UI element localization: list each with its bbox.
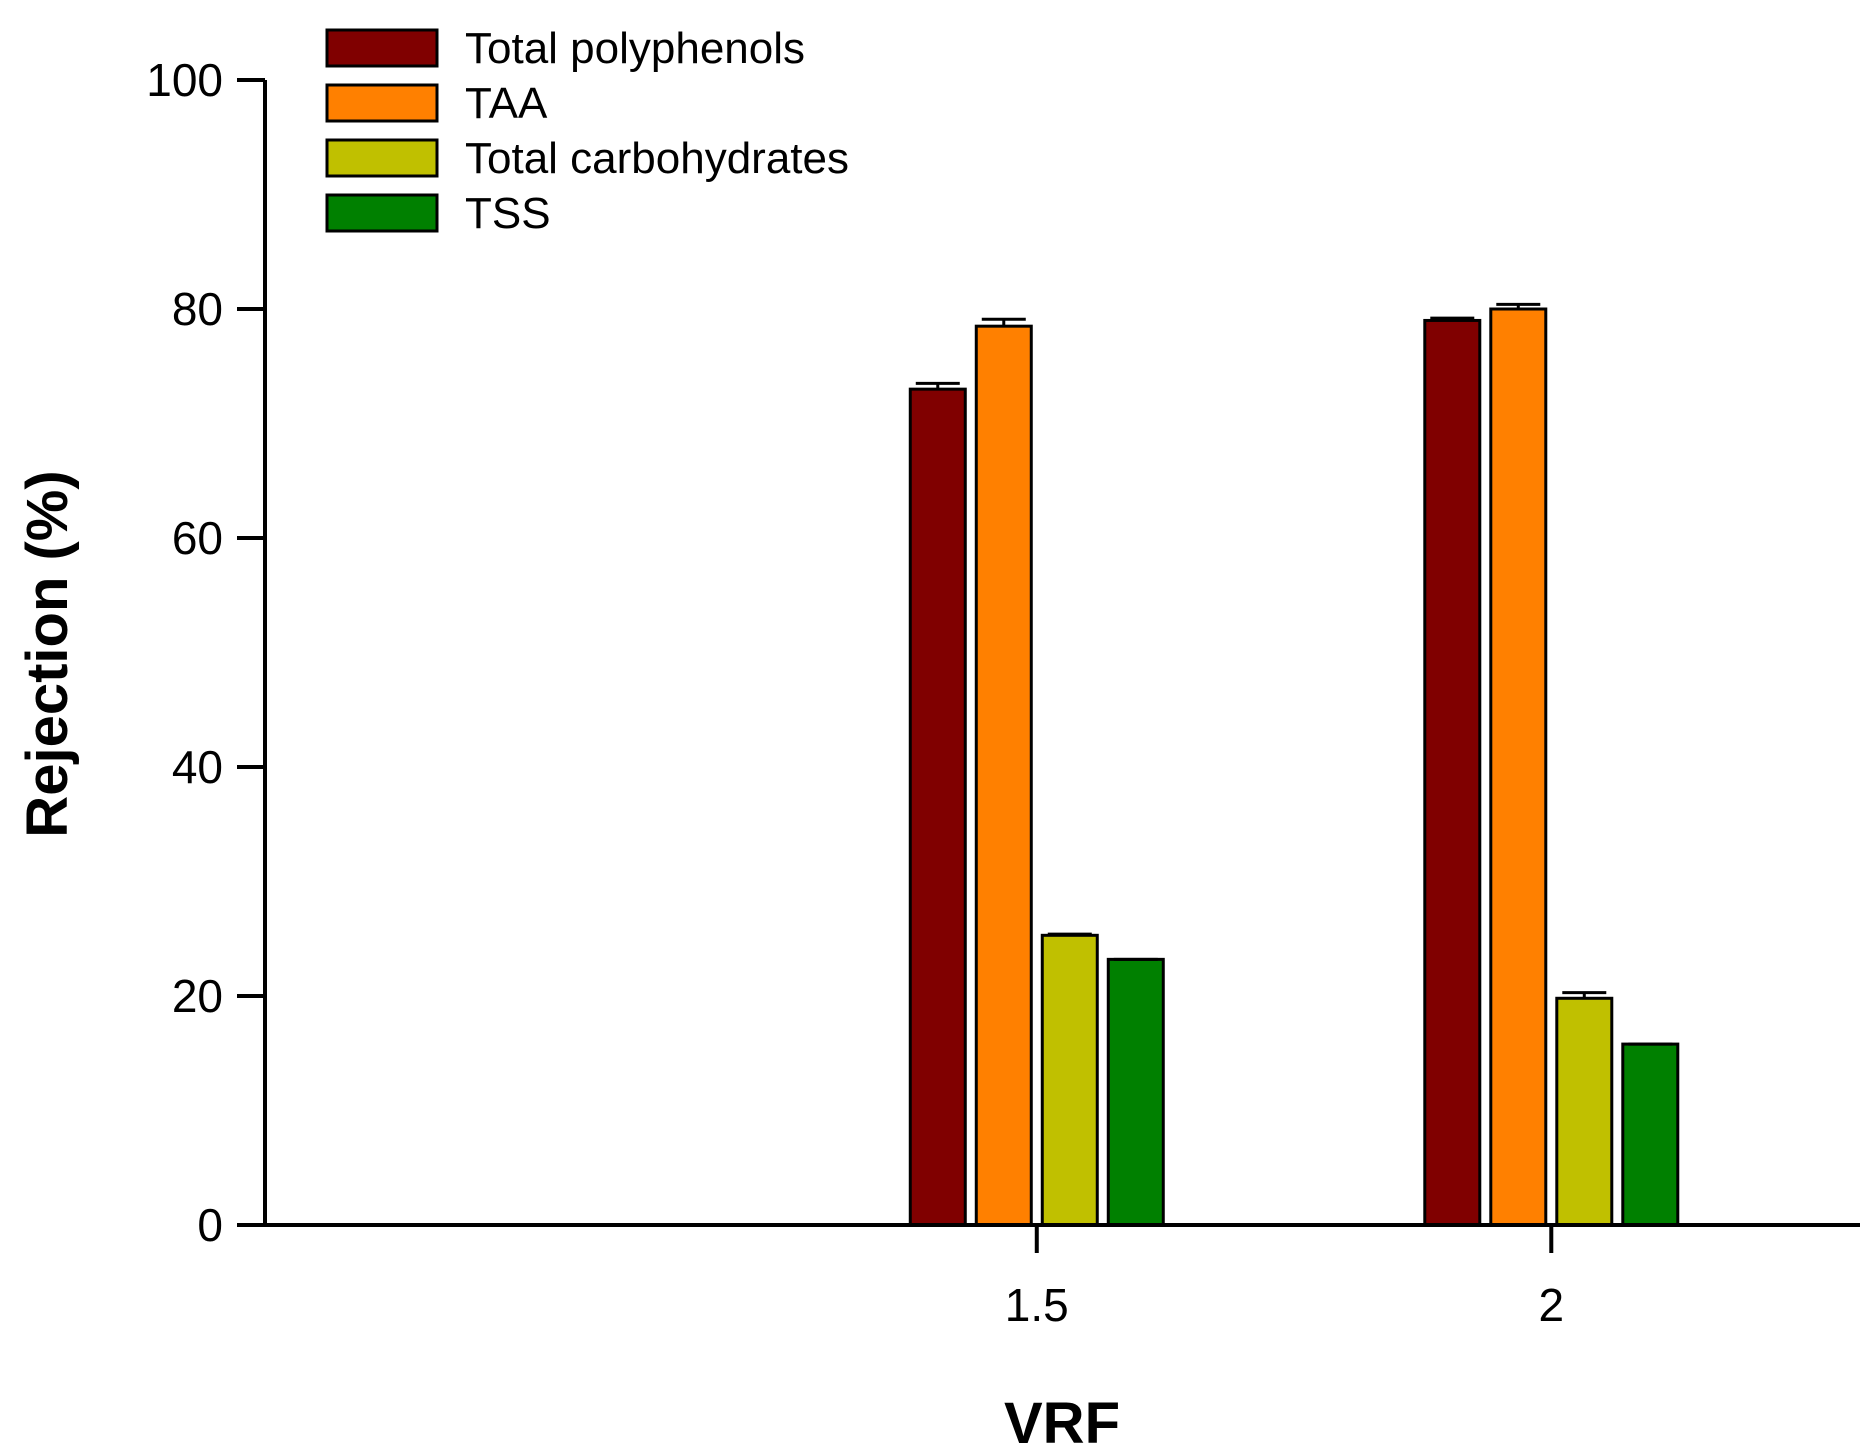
- y-tick-label: 40: [172, 741, 223, 793]
- legend-swatch-total-polyphenols: [325, 28, 439, 68]
- legend-swatch-taa: [325, 83, 439, 123]
- y-tick-label: 80: [172, 283, 223, 335]
- bar-total-polyphenols-2: [1423, 318, 1482, 1227]
- bar-total-carbohydrates-2: [1555, 996, 1614, 1227]
- y-axis-title: Rejection (%): [15, 470, 80, 837]
- bar-tss-1.5: [1106, 957, 1165, 1227]
- legend-swatch-tss: [325, 193, 439, 233]
- x-tick-label: 1.5: [1005, 1279, 1069, 1331]
- legend-label: TAA: [465, 79, 548, 128]
- y-tick-label: 100: [146, 54, 223, 106]
- y-tick-label: 20: [172, 970, 223, 1022]
- y-tick-label: 0: [197, 1199, 223, 1251]
- axes-group: [237, 80, 1860, 1227]
- bar-total-carbohydrates-1.5: [1040, 933, 1099, 1227]
- x-axis-ticks: 1.5 2: [1005, 1225, 1564, 1331]
- bar-taa-1.5: [974, 324, 1033, 1227]
- legend: Total polyphenols TAA Total carbohydrates T…: [325, 24, 849, 238]
- bar-taa-2: [1489, 307, 1548, 1227]
- y-tick-label: 60: [172, 512, 223, 564]
- legend-label: TSS: [465, 189, 551, 238]
- bar-tss-2: [1621, 1042, 1680, 1227]
- legend-label: Total polyphenols: [465, 24, 805, 73]
- bars-group: [908, 302, 1680, 1227]
- x-axis-title: VRF: [1004, 1391, 1120, 1451]
- y-axis-ticks: 0 20 40 60 80 100: [146, 54, 265, 1251]
- legend-swatch-total-carbohydrates: [325, 138, 439, 178]
- x-tick-label: 2: [1538, 1279, 1564, 1331]
- bar-total-polyphenols-1.5: [908, 387, 967, 1227]
- legend-label: Total carbohydrates: [465, 134, 849, 183]
